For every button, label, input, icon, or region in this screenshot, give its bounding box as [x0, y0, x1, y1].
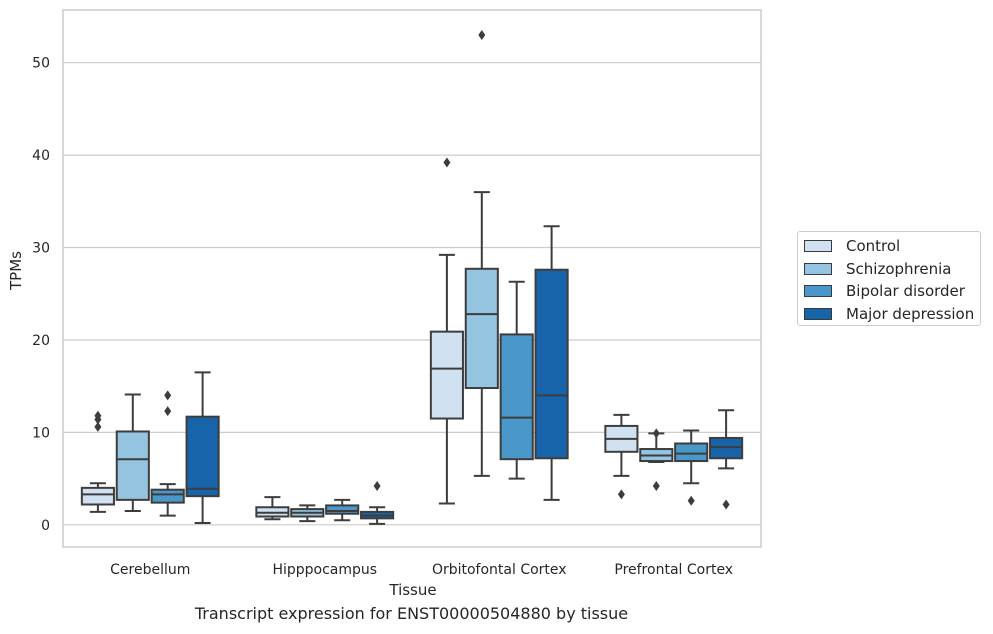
box-bipolar-disorder [150, 390, 185, 517]
box [499, 333, 534, 461]
outlier-point [652, 480, 660, 491]
legend: Control Schizophrenia Bipolar disorder Majo… [797, 231, 981, 326]
y-tick-label: 30 [32, 241, 50, 257]
box [80, 486, 115, 506]
x-tick-labels: Cerebellum Hipppocampus Orbitofontal Corte… [110, 562, 733, 578]
box-schizophrenia [115, 393, 150, 512]
legend-item: Bipolar disorder [804, 280, 980, 303]
box [325, 504, 360, 515]
x-tick-label: Cerebellum [110, 562, 190, 578]
legend-label: Major depression [846, 304, 975, 323]
x-tick-label: Orbitofontal Cortex [432, 562, 567, 578]
y-tick-label: 20 [32, 333, 50, 349]
x-tick-label: Prefrontal Cortex [614, 562, 733, 578]
outlier-point [94, 410, 102, 421]
gridlines [63, 62, 761, 526]
legend-label: Schizophrenia [846, 259, 952, 278]
box [150, 488, 185, 504]
box [534, 268, 569, 460]
y-tick-label: 50 [32, 56, 50, 72]
y-tick-label: 10 [32, 425, 50, 441]
box [115, 430, 150, 501]
outlier-point [687, 495, 695, 506]
box [464, 267, 499, 390]
box-control [80, 410, 115, 513]
box-control [429, 157, 464, 505]
x-axis-label: Tissue [388, 581, 436, 599]
outlier-point [478, 29, 486, 40]
outlier-point [164, 406, 172, 417]
box-major-depression [709, 409, 744, 510]
legend-swatch [804, 262, 832, 275]
outlier-point [652, 428, 660, 439]
legend-item: Major depression [804, 303, 980, 326]
outlier-point [722, 499, 730, 510]
chart-title: Transcript expression for ENST0000050488… [194, 604, 629, 623]
box-control [255, 496, 290, 521]
box-control [604, 413, 639, 500]
box [674, 442, 709, 463]
box-major-depression [185, 371, 220, 524]
outlier-point [617, 489, 625, 500]
y-tick-label: 40 [32, 148, 50, 164]
x-tick-label: Hipppocampus [272, 562, 377, 578]
box-major-depression [360, 480, 395, 525]
box [429, 330, 464, 420]
legend-label: Bipolar disorder [846, 282, 965, 301]
legend-label: Control [846, 237, 901, 256]
box-schizophrenia [639, 428, 674, 491]
box-bipolar-disorder [499, 280, 534, 480]
legend-item: Schizophrenia [804, 258, 980, 281]
outlier-point [164, 390, 172, 401]
box [185, 415, 220, 498]
legend-swatch [804, 285, 832, 298]
y-tick-labels: 0 10 20 30 40 50 [32, 56, 50, 534]
plot-frame [62, 9, 762, 548]
legend-swatch [804, 307, 832, 320]
box-schizophrenia [464, 29, 499, 477]
outlier-point [94, 421, 102, 432]
y-tick-label: 0 [41, 518, 50, 534]
outlier-point [373, 480, 381, 491]
box-series [80, 29, 744, 525]
box-schizophrenia [290, 504, 325, 523]
legend-item: Control [804, 235, 980, 258]
outlier-point [443, 157, 451, 168]
box-bipolar-disorder [325, 498, 360, 522]
legend-swatch [804, 240, 832, 253]
box-bipolar-disorder [674, 429, 709, 506]
box-major-depression [534, 225, 569, 501]
y-axis-label: TPMs [7, 251, 25, 291]
